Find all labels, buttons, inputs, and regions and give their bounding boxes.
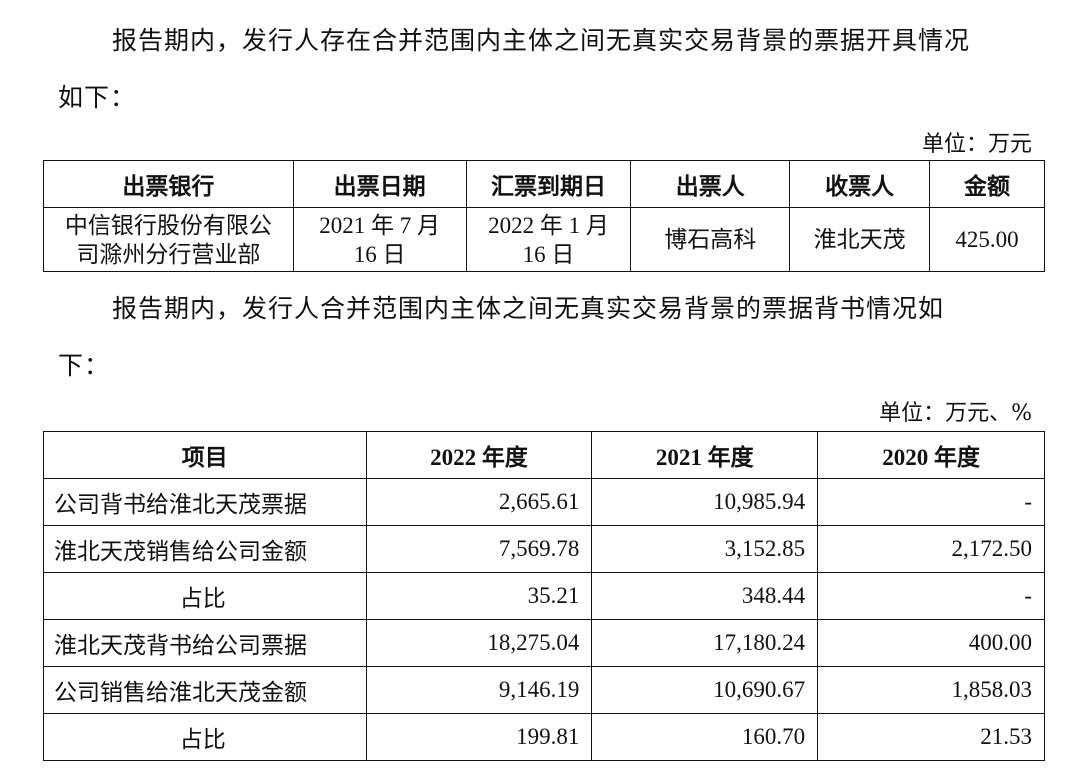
table-row: 占比 199.81 160.70 21.53: [43, 713, 1045, 761]
header-item: 项目: [43, 431, 367, 479]
cell-item: 占比: [43, 713, 367, 761]
cell-2021: 348.44: [591, 572, 819, 620]
table-row: 占比 35.21 348.44-: [43, 572, 1045, 620]
cell-item: 淮北天茂销售给公司金额: [43, 525, 367, 573]
paragraph-2-line-1: 报告期内，发行人合并范围内主体之间无真实交易背景的票据背书情况如: [112, 294, 945, 323]
header-drawer: 出票人: [630, 160, 791, 208]
table-row: 淮北天茂销售给公司金额 7,569.78 3,152.85 2,172.50: [43, 525, 1045, 573]
cell-payee: 淮北天茂: [789, 207, 931, 272]
paragraph-1-line-2: 如下：: [58, 83, 137, 112]
bill-endorsement-table: 项目 2022 年度 2021 年度 2020 年度 公司背书给淮北天茂票据 2,…: [43, 431, 1045, 761]
issue-line-1: 2021 年 7 月: [319, 212, 440, 238]
issue-line-2: 16 日: [353, 241, 406, 267]
cell-2021: 10,985.94: [591, 478, 819, 526]
cell-2021: 3,152.85: [591, 525, 819, 573]
cell-2020: -: [817, 572, 1045, 620]
header-2020: 2020 年度: [817, 431, 1045, 479]
paragraph-2-line-2: 下：: [58, 351, 111, 380]
paragraph-1-line-1: 报告期内，发行人存在合并范围内主体之间无真实交易背景的票据开具情况: [112, 26, 971, 55]
cell-2022: 199.81: [365, 713, 593, 761]
cell-2020: 1,858.03: [817, 666, 1045, 714]
cell-2022: 2,665.61: [365, 478, 593, 526]
bank-line-2: 司滁州分行营业部: [76, 241, 261, 267]
header-due-date: 汇票到期日: [465, 160, 632, 208]
cell-amount: 425.00: [929, 207, 1045, 272]
cell-2021: 10,690.67: [591, 666, 819, 714]
table-row: 淮北天茂背书给公司票据 18,275.04 17,180.24 400.00: [43, 619, 1045, 667]
header-bank: 出票银行: [43, 160, 294, 208]
cell-2022: 9,146.19: [365, 666, 593, 714]
table-header-row: 项目 2022 年度 2021 年度 2020 年度: [43, 431, 1045, 479]
due-line-1: 2022 年 1 月: [488, 212, 609, 238]
cell-2021: 17,180.24: [591, 619, 819, 667]
cell-2020: -: [817, 478, 1045, 526]
header-issue-date: 出票日期: [292, 160, 467, 208]
cell-2020: 400.00: [817, 619, 1045, 667]
cell-2020: 21.53: [817, 713, 1045, 761]
cell-2022: 18,275.04: [365, 619, 593, 667]
cell-issue-date: 2021 年 7 月 16 日: [292, 207, 467, 272]
cell-item: 公司背书给淮北天茂票据: [43, 478, 367, 526]
unit-label-1: 单位：万元: [921, 132, 1032, 157]
table-header-row: 出票银行 出票日期 汇票到期日 出票人 收票人 金额: [43, 160, 1045, 208]
cell-2022: 35.21: [365, 572, 593, 620]
cell-2022: 7,569.78: [365, 525, 593, 573]
cell-bank: 中信银行股份有限公 司滁州分行营业部: [43, 207, 294, 272]
bill-issuance-table: 出票银行 出票日期 汇票到期日 出票人 收票人 金额 中信银行股份有限公 司滁州分…: [43, 160, 1045, 272]
cell-drawer: 博石高科: [630, 207, 791, 272]
cell-item: 淮北天茂背书给公司票据: [43, 619, 367, 667]
cell-item: 公司销售给淮北天茂金额: [43, 666, 367, 714]
cell-item: 占比: [43, 572, 367, 620]
header-amount: 金额: [929, 160, 1045, 208]
table-row: 中信银行股份有限公 司滁州分行营业部 2021 年 7 月 16 日 2022 年 …: [43, 207, 1045, 272]
unit-label-2: 单位：万元、%: [879, 401, 1032, 426]
bank-line-1: 中信银行股份有限公: [64, 212, 272, 238]
table-row: 公司背书给淮北天茂票据 2,665.61 10,985.94-: [43, 478, 1045, 526]
cell-2021: 160.70: [591, 713, 819, 761]
due-line-2: 16 日: [522, 241, 575, 267]
header-payee: 收票人: [789, 160, 931, 208]
cell-due-date: 2022 年 1 月 16 日: [465, 207, 632, 272]
header-2021: 2021 年度: [591, 431, 819, 479]
table-row: 公司销售给淮北天茂金额 9,146.19 10,690.67 1,858.03: [43, 666, 1045, 714]
header-2022: 2022 年度: [365, 431, 593, 479]
cell-2020: 2,172.50: [817, 525, 1045, 573]
